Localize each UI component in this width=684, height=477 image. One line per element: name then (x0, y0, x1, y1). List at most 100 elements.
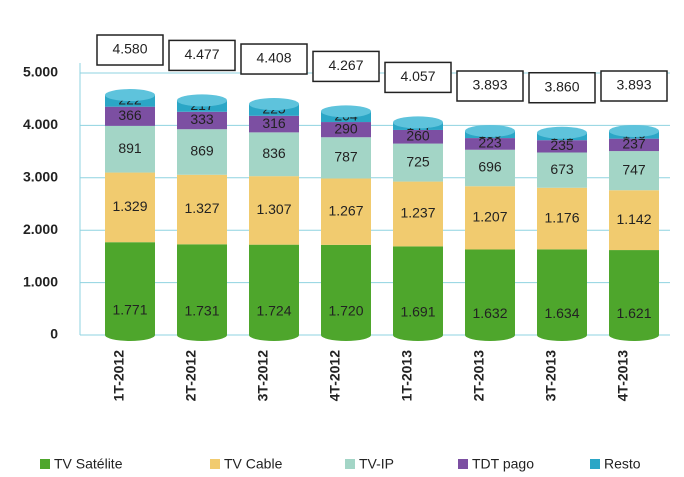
bar-segment (249, 244, 299, 335)
bar-top (249, 98, 299, 111)
total-label: 3.893 (616, 77, 651, 93)
data-label: 1.634 (544, 305, 579, 321)
bar-segment (465, 138, 515, 150)
bar-segment (537, 152, 587, 188)
bar-segment (177, 174, 227, 245)
x-tick-label: 2T-2012 (183, 350, 199, 402)
legend-swatch (210, 459, 220, 469)
bar-segment (249, 132, 299, 177)
x-tick-label: 4T-2013 (615, 350, 631, 402)
data-label: 366 (118, 107, 142, 123)
data-label: 237 (622, 136, 646, 152)
bar-segment (105, 125, 155, 173)
x-tick-label: 3T-2013 (543, 350, 559, 402)
bar-top (105, 89, 155, 102)
x-tick-label: 4T-2012 (327, 350, 343, 402)
bar-top (393, 116, 443, 129)
bar-top (609, 125, 659, 138)
bar-segment (609, 138, 659, 152)
data-label: 696 (478, 159, 502, 175)
data-label: 1.621 (616, 305, 651, 321)
bar-top (321, 105, 371, 118)
bar-top (537, 126, 587, 139)
bar-segment (321, 178, 371, 245)
total-box (384, 61, 452, 94)
data-label: 1.329 (112, 198, 147, 214)
total-label: 3.893 (472, 77, 507, 93)
x-tick-label: 3T-2012 (255, 350, 271, 402)
bar-base (537, 329, 587, 341)
bar-segment (321, 137, 371, 179)
data-label: 787 (334, 149, 358, 165)
data-label: 836 (262, 145, 286, 161)
total-label: 4.057 (400, 68, 435, 84)
data-label: 1.237 (400, 205, 435, 221)
bar-segment (465, 149, 515, 187)
legend-label: TV Satélite (54, 456, 123, 472)
bar-segment (249, 176, 299, 245)
data-label: 223 (478, 135, 502, 151)
data-label: 1.691 (400, 303, 435, 319)
y-tick-label: 4.000 (23, 116, 58, 132)
legend-swatch (590, 459, 600, 469)
bar-segment (177, 244, 227, 335)
bar-segment (393, 181, 443, 247)
total-label: 3.860 (544, 78, 579, 94)
data-label: 673 (550, 161, 574, 177)
total-box (600, 70, 668, 102)
data-label: 290 (334, 120, 358, 136)
data-label: 1.327 (184, 200, 219, 216)
data-label: 333 (190, 111, 214, 127)
data-label: 1.176 (544, 209, 579, 225)
data-label: 316 (262, 115, 286, 131)
data-label: 1.731 (184, 302, 219, 318)
bar-segment (105, 242, 155, 335)
total-box (456, 70, 524, 102)
y-tick-label: 2.000 (23, 221, 58, 237)
bar-segment (465, 249, 515, 335)
legend-label: TV Cable (224, 456, 283, 472)
bar-segment (177, 129, 227, 175)
bar-base (177, 329, 227, 341)
bar-segment (321, 244, 371, 335)
x-tick-label: 2T-2013 (471, 350, 487, 402)
bar-base (249, 329, 299, 341)
y-tick-label: 3.000 (23, 169, 58, 185)
bar-base (105, 329, 155, 341)
total-label: 4.580 (112, 41, 147, 57)
bar-segment (249, 115, 299, 133)
data-label: 747 (622, 161, 646, 177)
data-label: 1.142 (616, 211, 651, 227)
bar-segment (393, 143, 443, 182)
legend-label: Resto (604, 456, 641, 472)
data-label: 1.632 (472, 305, 507, 321)
bar-segment (177, 111, 227, 130)
bar-segment (393, 246, 443, 335)
legend-label: TV-IP (359, 456, 394, 472)
bar-top (465, 125, 515, 138)
total-box (528, 71, 596, 104)
bar-segment (537, 140, 587, 153)
bar-segment (393, 129, 443, 144)
legend-label: TDT pago (472, 456, 534, 472)
legend-swatch (345, 459, 355, 469)
data-label: 869 (190, 143, 214, 159)
total-box (96, 34, 164, 66)
total-label: 4.477 (184, 46, 219, 62)
bar-segment (465, 186, 515, 250)
data-label: 260 (406, 127, 430, 143)
bar-segment (537, 187, 587, 250)
bar-segment (321, 122, 371, 138)
legend-swatch (458, 459, 468, 469)
x-tick-label: 1T-2012 (111, 350, 127, 402)
y-tick-label: 1.000 (23, 273, 58, 289)
bar-base (393, 329, 443, 341)
legend-swatch (40, 459, 50, 469)
total-box (168, 39, 236, 72)
data-label: 1.207 (472, 209, 507, 225)
data-label: 1.307 (256, 201, 291, 217)
data-label: 1.724 (256, 303, 291, 319)
bar-top (177, 94, 227, 107)
bar-segment (609, 250, 659, 335)
